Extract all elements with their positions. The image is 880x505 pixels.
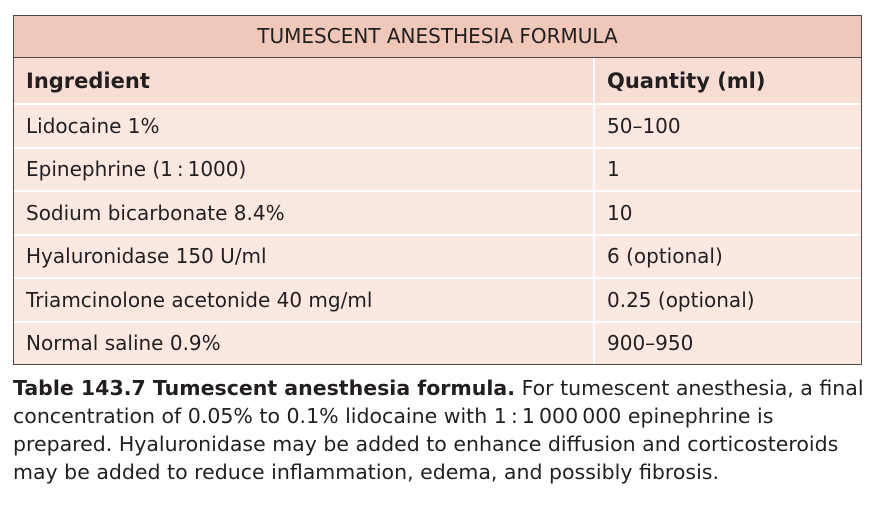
table-cell: Triamcinolone acetonide 40 mg/ml (14, 279, 595, 321)
table-cell: 6 (optional) (607, 244, 723, 269)
table-row: Epinephrine (1 : 1000) 1 (14, 146, 861, 190)
table-row: Sodium bicarbonate 8.4% 10 (14, 190, 861, 234)
table-row: Hyaluronidase 150 U/ml 6 (optional) (14, 233, 861, 277)
table-cell: Epinephrine (1 : 1000) (14, 148, 595, 190)
table-title: TUMESCENT ANESTHESIA FORMULA (14, 16, 861, 58)
table-row: Lidocaine 1% 50–100 (14, 103, 861, 147)
table-row: Triamcinolone acetonide 40 mg/ml 0.25 (op… (14, 277, 861, 321)
table-cell: 10 (607, 200, 633, 225)
table-cell: Lidocaine 1% (14, 105, 595, 147)
header-cell: Ingredient (14, 58, 595, 103)
table-cell: Sodium bicarbonate 8.4% (14, 192, 595, 234)
table-row: Normal saline 0.9% 900–950 (14, 320, 861, 364)
header-cell: Quantity (ml) (607, 68, 766, 93)
caption: Table 143.7 Tumescent anesthesia formula… (13, 374, 873, 486)
caption-label: Table 143.7 Tumescent anesthesia formula… (13, 376, 516, 400)
table-cell: 1 (607, 157, 620, 182)
table-cell: 50–100 (607, 113, 681, 138)
table-cell: Normal saline 0.9% (14, 322, 595, 364)
table-cell: 0.25 (optional) (607, 287, 755, 312)
caption-text: For tumescent anesthesia, a final concen… (13, 376, 864, 484)
header-row: Ingredient Quantity (ml) (14, 58, 861, 103)
table-cell: Hyaluronidase 150 U/ml (14, 235, 595, 277)
table-cell: 900–950 (607, 331, 694, 356)
table: TUMESCENT ANESTHESIA FORMULA Ingredient … (13, 15, 862, 365)
